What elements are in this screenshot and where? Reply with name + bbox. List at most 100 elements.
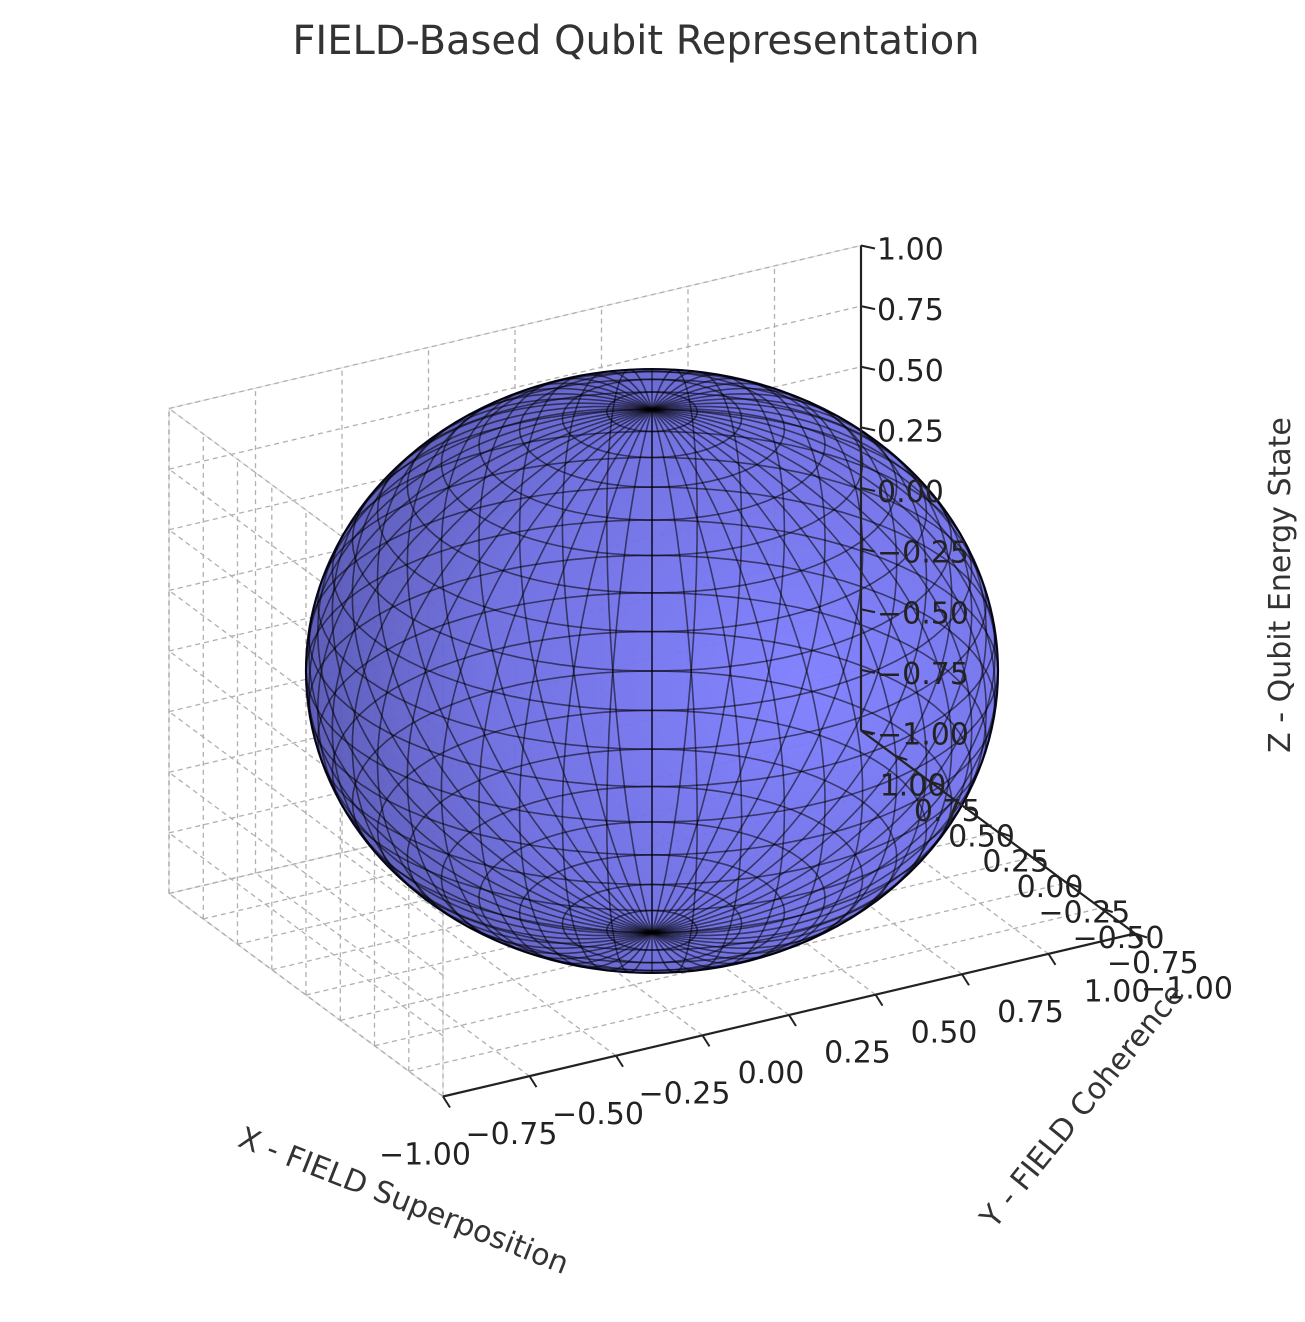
sphere-longitude-line [351, 397, 653, 934]
z-tick-label: −0.75 [877, 657, 969, 692]
z-tick-mark [860, 426, 876, 432]
tick-labels: −1.00−0.75−0.50−0.250.000.250.500.751.00… [379, 233, 1233, 1173]
grid-line-x [687, 770, 963, 975]
grid-line-z [168, 711, 444, 916]
sphere-longitude-line [406, 408, 653, 955]
sphere-longitude-line [651, 377, 826, 934]
z-tick-mark [860, 365, 876, 371]
sphere-longitude-line [478, 408, 653, 965]
sphere-longitude-line [651, 392, 928, 934]
z-tick-label: 0.25 [877, 414, 944, 449]
grid-line-x [428, 831, 703, 1036]
sphere-longitude-line [651, 402, 973, 934]
y-tick-label: 1.00 [880, 769, 947, 804]
x-tick-label: −0.75 [466, 1117, 558, 1152]
z-tick-mark [860, 668, 876, 674]
sphere-longitude-line [651, 405, 988, 934]
sphere-longitude-line [651, 382, 864, 934]
y-tick-mark [1134, 932, 1148, 939]
grid-line-x [774, 750, 1049, 955]
x-tick-label: 0.75 [997, 995, 1064, 1030]
sphere-longitude-line [518, 408, 653, 969]
y-tick-label: 0.25 [982, 845, 1049, 880]
sphere-longitude-line [651, 408, 973, 940]
chart-title: FIELD-Based Qubit Representation [292, 18, 979, 64]
x-tick-label: 0.00 [738, 1056, 805, 1091]
y-tick-label: 0.75 [914, 794, 981, 829]
grid-line-z [168, 832, 444, 1037]
sphere-longitude-line [376, 408, 653, 950]
sphere-longitude-line [605, 368, 653, 933]
z-tick-mark [860, 547, 876, 553]
grid-line-y [408, 907, 1101, 1072]
sphere-surface [304, 368, 1000, 974]
z-tick-label: −0.25 [877, 536, 969, 571]
sphere-longitude-line [478, 377, 653, 934]
y-tick-mark [1100, 907, 1114, 914]
y-tick-mark [997, 831, 1011, 837]
sphere-longitude-line [406, 387, 653, 934]
x-tick-label: −0.25 [639, 1076, 731, 1111]
sphere-longitude-line [651, 408, 928, 950]
z-tick-mark [860, 729, 876, 735]
y-tick-mark [929, 780, 942, 787]
sphere-longitude-line [440, 408, 653, 960]
y-tick-label: −1.00 [1141, 972, 1233, 1007]
x-tick-label: 0.25 [824, 1036, 891, 1071]
sphere-longitude-line [651, 408, 826, 965]
z-tick-mark [860, 608, 876, 614]
x-tick-label: −1.00 [379, 1138, 471, 1173]
sphere-longitude-line [651, 387, 898, 934]
grid-line-x [168, 892, 444, 1098]
sphere-longitude-line [376, 392, 653, 934]
z-tick-label: 0.50 [877, 354, 944, 389]
sphere-longitude-line [561, 370, 653, 933]
y-tick-mark [894, 754, 908, 761]
z-tick-label: −1.00 [877, 718, 969, 753]
x-tick-mark [1047, 953, 1057, 966]
z-tick-label: 0.00 [877, 475, 944, 510]
y-tick-label: 0.50 [948, 819, 1015, 854]
sphere-longitude-line [308, 407, 653, 934]
y-tick-label: −0.50 [1073, 921, 1165, 956]
grid-line-z [168, 305, 862, 470]
y-tick-mark [1031, 856, 1045, 863]
sphere-longitude-line [651, 408, 898, 955]
grid-line-z [168, 771, 444, 976]
x-tick-mark [1134, 932, 1143, 946]
sphere-longitude-line [651, 408, 999, 934]
sphere-wireframe [305, 368, 999, 974]
z-axis-label: Z - Qubit Energy State [1263, 417, 1298, 753]
sphere-longitude-line [308, 408, 653, 935]
sphere-longitude-line [331, 402, 653, 934]
sphere-longitude-line [651, 407, 996, 934]
sphere-longitude-line [518, 373, 653, 934]
y-tick-label: −0.75 [1107, 946, 1199, 981]
sphere-longitude-line [651, 397, 953, 934]
z-tick-label: 1.00 [877, 233, 944, 268]
sphere-longitude-line [316, 405, 653, 934]
sphere-longitude-line [651, 408, 953, 945]
x-tick-mark [961, 973, 970, 986]
y-tick-label: −0.25 [1038, 895, 1130, 930]
z-tick-mark [860, 487, 876, 492]
x-tick-mark [701, 1034, 711, 1047]
grid-line-x [341, 852, 617, 1057]
x-tick-label: 0.50 [911, 1015, 978, 1050]
x-tick-mark [874, 994, 884, 1007]
grid-line-z [168, 244, 862, 410]
z-tick-label: 0.75 [877, 293, 944, 328]
z-tick-mark [860, 244, 876, 250]
y-tick-mark [1066, 881, 1079, 888]
x-tick-mark [788, 1014, 797, 1027]
z-tick-mark [860, 305, 876, 311]
x-tick-mark [442, 1095, 451, 1109]
grid-line-x [514, 811, 790, 1016]
sphere-longitude-line [651, 408, 786, 969]
sphere-longitude-line [305, 408, 653, 934]
y-tick-label: 0.00 [1017, 870, 1084, 905]
x-tick-mark [615, 1055, 624, 1068]
grid-line-x [601, 791, 876, 996]
sphere-longitude-line [651, 408, 996, 935]
